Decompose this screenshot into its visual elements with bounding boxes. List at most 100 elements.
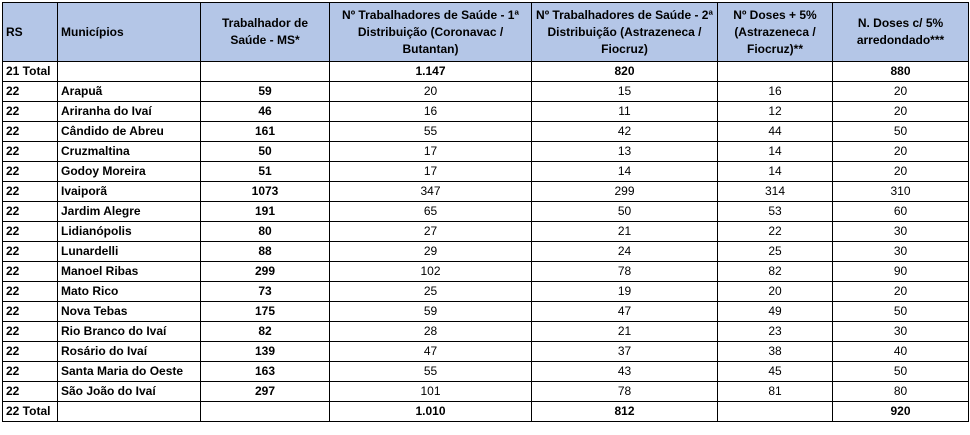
table-row: 22 Godoy Moreira 51 17 14 14 20 <box>2 161 969 182</box>
cell-trabalhador: 175 <box>200 301 330 322</box>
cell-rs: 22 <box>2 221 58 242</box>
cell-rs: 22 <box>2 121 58 142</box>
table-row: 22 Manoel Ribas 299 102 78 82 90 <box>2 261 969 282</box>
cell-municipio: Santa Maria do Oeste <box>57 361 201 382</box>
cell-arred: 20 <box>832 81 969 102</box>
cell-arred: 20 <box>832 281 969 302</box>
header-arred: N. Doses c/ 5% arredondado*** <box>832 2 969 62</box>
total-dist1: 1.147 <box>329 61 532 82</box>
table-row: 22 Rosário do Ivaí 139 47 37 38 40 <box>2 341 969 362</box>
cell-dist2: 14 <box>531 161 718 182</box>
cell-municipio: Jardim Alegre <box>57 201 201 222</box>
cell-dist1: 17 <box>329 141 532 162</box>
cell-dist2: 42 <box>531 121 718 142</box>
cell-doses5: 81 <box>717 381 833 402</box>
cell-dist1: 20 <box>329 81 532 102</box>
cell-doses5: 82 <box>717 261 833 282</box>
cell-dist2: 43 <box>531 361 718 382</box>
total-doses5 <box>717 401 833 422</box>
cell-dist1: 65 <box>329 201 532 222</box>
cell-dist2: 21 <box>531 221 718 242</box>
cell-rs: 22 <box>2 141 58 162</box>
cell-arred: 20 <box>832 161 969 182</box>
cell-dist1: 25 <box>329 281 532 302</box>
cell-dist2: 299 <box>531 181 718 202</box>
cell-rs: 22 <box>2 201 58 222</box>
table-row: 22 Arapuã 59 20 15 16 20 <box>2 81 969 102</box>
cell-rs: 22 <box>2 261 58 282</box>
cell-dist1: 16 <box>329 101 532 122</box>
cell-rs: 22 <box>2 361 58 382</box>
cell-rs: 22 <box>2 321 58 342</box>
total-trabalhador <box>200 61 330 82</box>
total-doses5 <box>717 61 833 82</box>
cell-dist2: 21 <box>531 321 718 342</box>
cell-trabalhador: 73 <box>200 281 330 302</box>
cell-municipio: Arapuã <box>57 81 201 102</box>
cell-trabalhador: 50 <box>200 141 330 162</box>
header-dist1: Nº Trabalhadores de Saúde - 1ª Distribui… <box>329 2 532 62</box>
table-row: 22 São João do Ivaí 297 101 78 81 80 <box>2 381 969 402</box>
cell-rs: 22 <box>2 81 58 102</box>
cell-rs: 22 <box>2 241 58 262</box>
total-row-top: 21 Total 1.147 820 880 <box>2 61 969 82</box>
cell-dist2: 50 <box>531 201 718 222</box>
cell-dist1: 102 <box>329 261 532 282</box>
table-row: 22 Mato Rico 73 25 19 20 20 <box>2 281 969 302</box>
total-municipio <box>57 61 201 82</box>
cell-dist1: 55 <box>329 121 532 142</box>
cell-rs: 22 <box>2 381 58 402</box>
total-label: 22 Total <box>2 401 58 422</box>
cell-municipio: Mato Rico <box>57 281 201 302</box>
cell-trabalhador: 59 <box>200 81 330 102</box>
cell-trabalhador: 51 <box>200 161 330 182</box>
cell-trabalhador: 161 <box>200 121 330 142</box>
cell-arred: 30 <box>832 321 969 342</box>
table-row: 22 Ariranha do Ivaí 46 16 11 12 20 <box>2 101 969 122</box>
cell-trabalhador: 299 <box>200 261 330 282</box>
total-arred: 880 <box>832 61 969 82</box>
cell-dist1: 29 <box>329 241 532 262</box>
cell-doses5: 44 <box>717 121 833 142</box>
cell-dist1: 28 <box>329 321 532 342</box>
cell-municipio: Manoel Ribas <box>57 261 201 282</box>
cell-doses5: 20 <box>717 281 833 302</box>
header-dist2: Nº Trabalhadores de Saúde - 2ª Distribui… <box>531 2 718 62</box>
cell-municipio: Godoy Moreira <box>57 161 201 182</box>
cell-dist2: 78 <box>531 381 718 402</box>
total-trabalhador <box>200 401 330 422</box>
cell-arred: 80 <box>832 381 969 402</box>
cell-trabalhador: 297 <box>200 381 330 402</box>
cell-rs: 22 <box>2 161 58 182</box>
cell-trabalhador: 80 <box>200 221 330 242</box>
cell-dist2: 24 <box>531 241 718 262</box>
cell-trabalhador: 46 <box>200 101 330 122</box>
cell-trabalhador: 82 <box>200 321 330 342</box>
cell-municipio: Rio Branco do Ivaí <box>57 321 201 342</box>
total-row-bottom: 22 Total 1.010 812 920 <box>2 401 969 422</box>
header-trabalhador: Trabalhador de Saúde - MS* <box>200 2 330 62</box>
cell-arred: 30 <box>832 241 969 262</box>
cell-arred: 90 <box>832 261 969 282</box>
cell-municipio: Ariranha do Ivaí <box>57 101 201 122</box>
cell-doses5: 14 <box>717 141 833 162</box>
cell-municipio: Nova Tebas <box>57 301 201 322</box>
cell-dist1: 347 <box>329 181 532 202</box>
total-dist2: 812 <box>531 401 718 422</box>
table-row: 22 Lidianópolis 80 27 21 22 30 <box>2 221 969 242</box>
vaccine-distribution-table: RS Municípios Trabalhador de Saúde - MS*… <box>2 2 969 422</box>
cell-municipio: Cruzmaltina <box>57 141 201 162</box>
cell-trabalhador: 139 <box>200 341 330 362</box>
cell-arred: 30 <box>832 221 969 242</box>
cell-arred: 50 <box>832 361 969 382</box>
cell-municipio: Cândido de Abreu <box>57 121 201 142</box>
total-arred: 920 <box>832 401 969 422</box>
cell-doses5: 14 <box>717 161 833 182</box>
cell-dist2: 19 <box>531 281 718 302</box>
cell-arred: 310 <box>832 181 969 202</box>
cell-municipio: Rosário do Ivaí <box>57 341 201 362</box>
cell-rs: 22 <box>2 101 58 122</box>
cell-arred: 50 <box>832 121 969 142</box>
cell-trabalhador: 1073 <box>200 181 330 202</box>
cell-doses5: 53 <box>717 201 833 222</box>
